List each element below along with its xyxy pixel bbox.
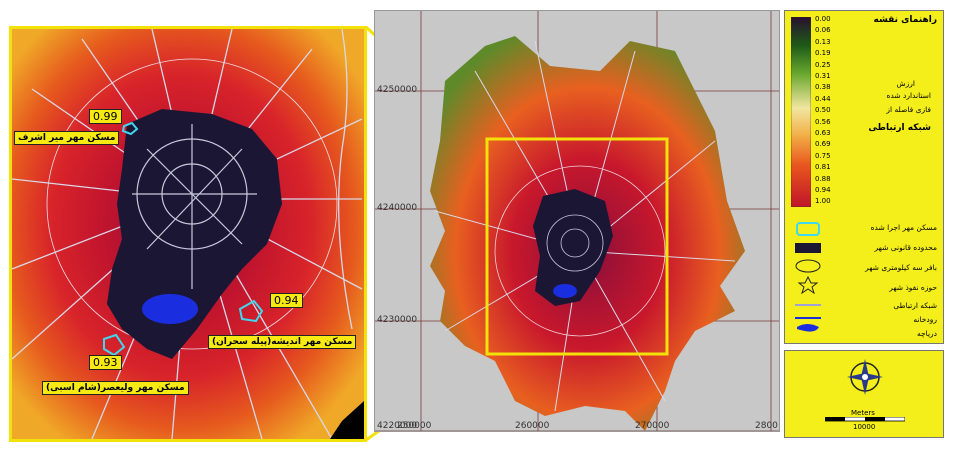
y-tick-2: 4240000 (377, 203, 418, 213)
ramp-tick-label: 0.25 (815, 60, 831, 69)
inset-raster (12, 29, 364, 439)
x-tick-4: 2800 (755, 421, 778, 431)
urban-symbol (795, 243, 821, 253)
corner-shadow (330, 401, 364, 439)
main-raster (375, 11, 779, 431)
legend-item-2: محدوده قانونی شهر (874, 243, 937, 252)
x-tick-1: 250000 (397, 421, 432, 431)
legend-item-5: شبکه ارتباطی (893, 301, 937, 310)
x-tick-2: 260000 (515, 421, 550, 431)
mehr-site-valiasr (103, 333, 126, 357)
north-scale-panel: Meters 10000 (784, 350, 944, 438)
y-tick-1: 4250000 (377, 85, 418, 95)
lake-shape (142, 294, 198, 324)
y-tick-3: 4230000 (377, 315, 418, 325)
y-tick-4: 4220000 (377, 421, 418, 431)
ramp-desc-2: استاندارد شده (886, 91, 931, 100)
mehr-symbol (796, 222, 820, 236)
legend-item-3: بافر سه کیلومتری شهر (865, 263, 937, 272)
main-map: 4250000 4240000 4230000 4220000 250000 2… (374, 10, 780, 432)
legend-item-7: دریاچه (917, 329, 937, 338)
ramp-desc-3: فازی فاصله از (886, 105, 931, 114)
mehr-site-mir-ashraf (121, 121, 139, 136)
ramp-tick-label: 0.44 (815, 94, 831, 103)
ramp-tick-label: 0.75 (815, 151, 831, 160)
ramp-tick-label: 0.94 (815, 186, 831, 194)
ramp-tick-label: 0.56 (815, 117, 831, 126)
ramp-tick-label: 0.69 (815, 140, 831, 149)
color-ramp (791, 17, 811, 207)
scale-value: 10000 (853, 423, 876, 431)
legend-item-1: مسکن مهر اجرا شده (870, 223, 937, 232)
ramp-tick-label: 0.13 (815, 37, 831, 46)
influence-symbol (797, 275, 819, 295)
ramp-tick-label: 0.88 (815, 174, 831, 183)
legend-item-6: رودخانه (913, 315, 937, 324)
ramp-desc-1: ارزش (896, 79, 915, 88)
buffer-circle (46, 58, 338, 350)
label-valiasr: مسکن مهر ولیعصر(شام اسبی) (42, 381, 189, 395)
label-mir-ashraf: مسکن مهر میر اشرف (14, 131, 120, 145)
legend-symbols (795, 222, 821, 332)
ramp-tick-label: 0.63 (815, 129, 831, 137)
extent-rectangle (485, 137, 669, 356)
urban-area (107, 109, 282, 359)
legend: راهنمای نقشه 0.00 0.06 0.13 0.19 0.25 0.31 0.3… (784, 10, 944, 344)
mehr-site-andisheh (238, 299, 264, 323)
ramp-tick-label: 0.50 (815, 106, 831, 115)
legend-title: راهنمای نقشه (873, 15, 937, 25)
inset-map: 0.99 مسکن مهر میر اشرف 0.94 مسکن مهر اند… (9, 26, 367, 442)
north-arrow-icon (847, 359, 883, 395)
value-label-3: 0.93 (89, 355, 122, 370)
ramp-tick-label: 0.31 (815, 72, 831, 80)
legend-item-4: حوزه نفوذ شهر (889, 283, 937, 292)
ramp-desc-4: شبکه ارتباطی (868, 123, 931, 133)
scale-units: Meters (851, 409, 875, 417)
label-andisheh: مسکن مهر اندیشه(پیله سحران) (208, 335, 357, 349)
ramp-tick-label: 0.38 (815, 83, 831, 92)
value-label-2: 0.94 (270, 293, 303, 308)
ramp-tick-label: 0.06 (815, 26, 831, 35)
urban-area-main (533, 189, 613, 306)
ramp-tick-label: 0.19 (815, 49, 831, 58)
value-label-1: 0.99 (89, 109, 122, 124)
ramp-tick-label: 1.00 (815, 197, 831, 206)
scale-bar (825, 417, 905, 422)
x-tick-3: 270000 (635, 421, 670, 431)
lake-symbol (797, 324, 819, 332)
ramp-tick-label: 0.81 (815, 163, 831, 172)
buffer-symbol (795, 259, 821, 273)
ramp-tick-label: 0.00 (815, 15, 831, 23)
